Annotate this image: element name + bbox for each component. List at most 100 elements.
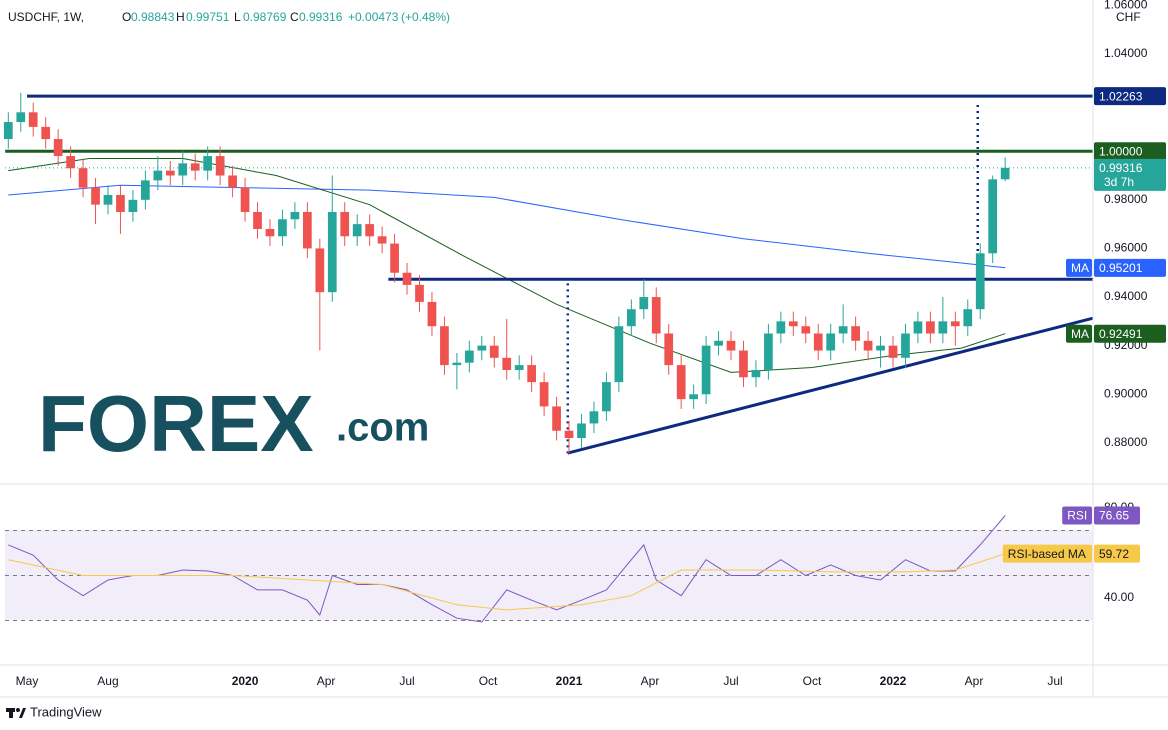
candle-body [128,199,138,212]
candle-body [464,350,474,363]
candle-body [863,340,873,351]
candle-body [477,345,487,351]
candle-body [701,345,711,395]
candle-body [377,236,387,244]
ma-tag-name: MA [1071,327,1089,341]
countdown: 3d 7h [1104,175,1134,189]
y-tick-label: 0.94000 [1104,289,1148,303]
legend-tag: RSI-based MA [1008,547,1086,561]
moving-average [8,184,1006,269]
ohlc-label: C [290,10,299,24]
candle-body [290,211,300,220]
tv-icon [6,708,26,718]
ma-tag-name-bg [1066,258,1092,277]
rsi-line [8,515,1006,623]
candle-body [489,345,499,358]
candle-body [203,156,213,171]
candle-body [514,365,524,370]
change-pct: (+0.48%) [401,10,450,24]
candle-body [577,423,586,439]
ma-tag-bg [1094,258,1166,277]
ohlc-value: 0.99316 [299,10,343,24]
candle-body [141,180,150,200]
candle-body [265,228,275,237]
candle-body [215,156,225,176]
candle-body [975,253,985,310]
candle-body [302,211,312,249]
ohlc-value: 0.98843 [131,10,175,24]
candle-body [352,224,362,237]
candle-body [913,321,923,334]
candle-body [190,163,200,171]
candle-body [28,112,38,127]
legend-tag-bg [1002,544,1092,563]
candle-body [988,179,998,254]
rsi-tag-bg [1094,544,1140,563]
candle-body [901,333,910,358]
candle-body [614,326,624,383]
x-tick-label: Apr [965,674,984,688]
y-tick-label: 0.90000 [1104,386,1148,400]
candle-body [440,326,449,366]
candle-body [53,139,63,157]
rsi-tag: 59.72 [1099,547,1129,561]
rsi-tag: 76.65 [1099,509,1129,523]
candle-body [91,187,100,205]
candle-body [1000,167,1010,180]
candle-body [41,126,51,140]
candle-body [764,333,773,370]
candle-body [938,321,948,334]
legend-tag-bg [1062,506,1092,525]
candle-body [103,194,113,205]
rsi-line [8,553,1006,611]
candle-body [776,321,786,334]
candle-body [116,194,125,212]
candle-body [963,309,973,327]
candle-body [315,248,325,293]
candle-body [552,406,561,431]
x-tick-label: Apr [317,674,336,688]
candle-body [876,345,885,351]
x-tick-label: Apr [641,674,660,688]
candle-body [851,326,860,341]
candle-body [714,340,723,346]
x-tick-label: Oct [803,674,822,688]
candle-body [78,168,88,188]
y-tick-label: 0.98000 [1104,192,1148,206]
level-tag-bg [1094,87,1166,106]
candle-body [502,357,512,370]
ohlc-value: 0.98769 [243,10,287,24]
candle-body [950,321,960,327]
candle-body [527,365,537,383]
ma-tag-name-bg [1066,324,1092,343]
last-price-tag-bg [1094,158,1166,191]
level-tag: 1.00000 [1099,144,1143,158]
candle-body [240,187,250,212]
level-tag-bg [1094,142,1166,161]
price-pane: 1.060001.040000.980000.960000.940000.920… [3,0,1166,455]
rsi-tag-bg [1094,506,1140,525]
candle-body [726,340,736,351]
candle-body [639,297,649,310]
candle-body [178,163,188,176]
ma-tag: 0.92491 [1099,327,1143,341]
y-tick-label: 40.00 [1104,590,1134,604]
trendline [567,316,1094,455]
change: +0.00473 [348,10,399,24]
candle-body [539,382,549,407]
legend-tag: RSI [1067,509,1087,523]
candle-body [689,394,698,400]
ohlc-value: 0.99751 [186,10,230,24]
rsi-pane: 80.0040.00MayAug2020AprJulOct2021AprJulO… [5,500,1140,688]
y-tick-label: 0.96000 [1104,241,1148,255]
x-tick-label: 2021 [556,674,583,688]
candle-body [228,175,237,188]
candle-body [165,170,175,176]
ma-tag-name: MA [1071,261,1089,275]
candle-body [253,211,262,229]
candle-body [3,122,13,140]
candle-body [16,112,26,123]
candle-body [676,365,686,400]
candle-body [564,430,574,439]
